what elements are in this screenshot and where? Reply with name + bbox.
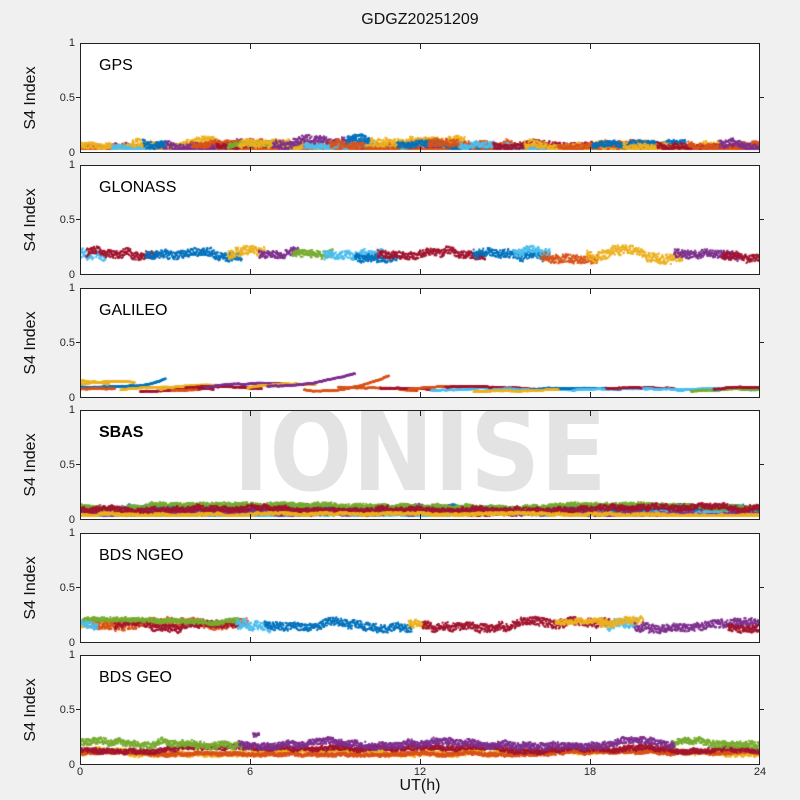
x-tick-mark: [250, 656, 251, 661]
bds-ngeo-scatter-canvas: [81, 534, 759, 642]
y-tick-mark: [76, 342, 81, 343]
x-tick-label-18: 18: [583, 766, 597, 778]
x-tick-mark: [590, 637, 591, 642]
sbas-scatter-canvas: [81, 411, 759, 519]
y-tick-label: 0: [68, 637, 75, 649]
panel-galileo: GALILEO: [76, 288, 764, 398]
y-tick-label: 1: [68, 159, 75, 171]
y-tick-label: 1: [68, 527, 75, 539]
panel-label-bds-geo: BDS GEO: [99, 669, 172, 686]
x-tick-mark: [590, 289, 591, 294]
x-tick-mark: [590, 514, 591, 519]
x-tick-mark: [420, 514, 421, 519]
y-tick-mark: [759, 464, 764, 465]
y-tick-mark: [759, 709, 764, 710]
x-tick-label-24: 24: [753, 766, 767, 778]
galileo-scatter-canvas: [81, 289, 759, 397]
x-tick-label-6: 6: [246, 766, 254, 778]
x-tick-mark: [590, 656, 591, 661]
y-tick-mark: [76, 587, 81, 588]
y-tick-mark: [76, 464, 81, 465]
x-tick-mark: [420, 392, 421, 397]
x-tick-mark: [420, 289, 421, 294]
bds-geo-scatter-canvas: [81, 656, 759, 764]
y-tick-mark: [76, 219, 81, 220]
x-tick-mark: [590, 411, 591, 416]
y-axis-label: S4 Index: [22, 311, 39, 375]
y-tick-label: 1: [68, 649, 75, 661]
x-tick-mark: [590, 534, 591, 539]
y-tick-label: 0: [68, 759, 75, 771]
x-tick-mark: [420, 534, 421, 539]
y-tick-label: 0.5: [59, 704, 75, 716]
y-tick-label: 0.5: [59, 459, 75, 471]
glonass-scatter-canvas: [81, 166, 759, 274]
x-tick-label-0: 0: [76, 766, 84, 778]
panel-sbas: IONISE SBAS: [76, 410, 764, 520]
panel-label-galileo: GALILEO: [99, 302, 168, 319]
y-tick-label: 0.5: [59, 582, 75, 594]
x-tick-mark: [590, 269, 591, 274]
y-tick-label: 0.5: [59, 337, 75, 349]
x-tick-mark: [590, 166, 591, 171]
y-tick-mark: [76, 709, 81, 710]
x-tick-mark: [250, 269, 251, 274]
y-tick-label: 0.5: [59, 214, 75, 226]
x-axis-label: UT(h): [399, 777, 441, 794]
gps-scatter-canvas: [81, 44, 759, 152]
y-tick-label: 0.5: [59, 92, 75, 104]
panel-gps: GPS: [76, 43, 764, 153]
x-tick-mark: [250, 411, 251, 416]
panel-bds-ngeo: BDS NGEO: [76, 533, 764, 643]
x-tick-mark: [250, 147, 251, 152]
x-tick-mark: [250, 759, 251, 764]
y-tick-mark: [759, 219, 764, 220]
x-tick-mark: [250, 392, 251, 397]
x-tick-mark: [590, 759, 591, 764]
x-tick-label-12: 12: [413, 766, 427, 778]
panel-label-bds-ngeo: BDS NGEO: [99, 547, 184, 564]
x-tick-mark: [250, 637, 251, 642]
x-tick-mark: [420, 637, 421, 642]
x-tick-mark: [420, 147, 421, 152]
y-tick-label: 1: [68, 37, 75, 49]
x-tick-mark: [590, 147, 591, 152]
y-tick-mark: [76, 97, 81, 98]
panel-label-glonass: GLONASS: [99, 179, 177, 196]
x-tick-mark: [250, 289, 251, 294]
x-tick-mark: [420, 411, 421, 416]
y-axis-label: S4 Index: [22, 678, 39, 742]
y-tick-label: 1: [68, 404, 75, 416]
x-tick-mark: [590, 392, 591, 397]
x-tick-mark: [420, 166, 421, 171]
y-tick-label: 0: [68, 392, 75, 404]
x-tick-mark: [420, 656, 421, 661]
y-axis-label: S4 Index: [22, 188, 39, 252]
y-tick-label: 1: [68, 282, 75, 294]
x-tick-mark: [420, 44, 421, 49]
chart-title: GDGZ20251209: [361, 11, 479, 28]
x-tick-mark: [250, 534, 251, 539]
panel-glonass: GLONASS: [76, 165, 764, 275]
x-tick-mark: [590, 44, 591, 49]
x-tick-mark: [250, 44, 251, 49]
y-tick-mark: [759, 97, 764, 98]
x-tick-mark: [250, 166, 251, 171]
panel-label-gps: GPS: [99, 57, 133, 74]
y-axis-label: S4 Index: [22, 433, 39, 497]
y-tick-mark: [759, 587, 764, 588]
x-tick-mark: [420, 759, 421, 764]
x-tick-mark: [420, 269, 421, 274]
x-tick-mark: [250, 514, 251, 519]
y-axis-label: S4 Index: [22, 66, 39, 130]
y-tick-label: 0: [68, 147, 75, 159]
y-tick-label: 0: [68, 514, 75, 526]
y-tick-mark: [759, 342, 764, 343]
panel-bds-geo: BDS GEO: [76, 655, 764, 765]
y-tick-label: 0: [68, 269, 75, 281]
panel-label-sbas: SBAS: [99, 424, 144, 441]
y-axis-label: S4 Index: [22, 556, 39, 620]
